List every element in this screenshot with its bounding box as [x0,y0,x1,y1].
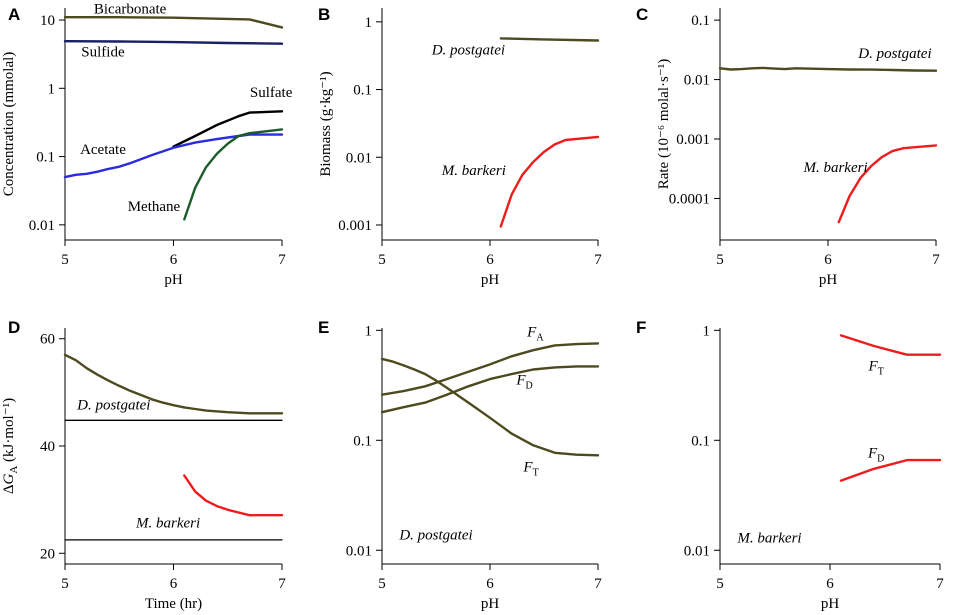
annotation-f-t: FT [522,460,538,479]
panel-e: E 5 6 7 1 0.1 0.01 pH FA FD FT D. postgatei [318,318,602,612]
annotation-f-d: FD [867,445,884,464]
annotation-bicarbonate: Bicarbonate [94,1,167,17]
annotation-m-barkeri: M. barkeri [135,516,200,532]
y-tick-label: 60 [40,332,55,348]
y-tick-label: 20 [40,546,55,562]
series-line-d-postgatei [718,66,938,72]
y-tick-label: 0.01 [346,543,372,559]
panel-letter: E [318,318,329,337]
x-tick-label: 6 [170,252,178,268]
series-line-f-a [380,342,600,396]
y-tick-label: 0.1 [353,83,372,99]
y-tick-label: 0.1 [353,433,372,449]
panel-letter: F [636,318,646,337]
x-axis-title: Time (hr) [145,596,202,612]
x-tick-label: 5 [61,252,69,268]
panel-c: C 5 6 7 0.1 0.01 0.001 0.0001 pH Rate (10⁻⁶ molal… [636,5,940,288]
series-line-f-d [380,365,600,414]
annotation-methane: Methane [128,199,181,215]
panel-letter: C [636,5,648,24]
x-axis-title: pH [821,596,840,612]
x-tick-label: 6 [824,252,832,268]
y-axis-title: ΔGA (kJ·mol⁻¹) [1,398,20,494]
panel-f: F 5 6 7 1 0.1 0.01 pH FT FD M. barkeri [636,318,944,612]
x-tick-label: 5 [378,576,386,592]
annotation-d-postgatei: D. postgatei [398,528,472,544]
series-line-f-t [839,334,942,356]
y-tick-label: 1 [365,15,373,31]
x-tick-label: 7 [932,252,940,268]
series-line-methane [183,128,284,221]
series-line-d-postgatei [63,353,284,415]
annotation-sulfate: Sulfate [250,85,293,101]
series-line-f-d [839,458,942,482]
panel-d: D 5 6 7 60 40 20 Time (hr) ΔGA (kJ·mol⁻¹) D. post… [1,318,286,612]
series-line-m-barkeri [837,144,938,224]
x-tick-label: 7 [594,252,602,268]
x-tick-label: 7 [278,252,286,268]
annotation-sulfide: Sulfide [81,45,125,61]
annotation-m-barkeri: M. barkeri [736,530,801,546]
x-axis-title: pH [819,272,838,288]
x-axis-title: pH [481,596,500,612]
annotation-acetate: Acetate [80,142,126,158]
y-tick-label: 0.01 [684,543,710,559]
panel-letter: B [318,5,330,24]
annotation-d-postgatei: D. postgatei [431,42,505,58]
y-tick-label: 0.01 [29,218,55,234]
y-tick-label: 0.01 [346,150,372,166]
series-line-acetate [63,133,284,179]
y-axis-title: Rate (10⁻⁶ molal·s⁻¹) [656,59,672,190]
series-line-sulfide [63,40,284,45]
panel-letter: A [8,5,20,24]
y-tick-label: 0.001 [676,132,710,148]
y-tick-label: 0.01 [684,73,710,89]
y-tick-label: 0.001 [338,218,372,234]
series-line-sulfate [172,110,284,148]
x-tick-label: 7 [594,576,602,592]
x-tick-label: 7 [936,576,944,592]
series-line-d-postgatei [499,37,600,42]
y-tick-label: 40 [40,439,55,455]
panel-b: B 5 6 7 1 0.1 0.01 0.001 pH Biomass (g·kg⁻¹) D. po… [318,5,602,288]
panel-a: A 5 6 7 10 1 0.1 0.01 pH Concentration (mmolal) Bi… [1,1,293,288]
x-tick-label: 5 [716,252,724,268]
annotation-f-a: FA [526,324,544,343]
y-tick-label: 0.1 [691,13,710,29]
x-tick-label: 6 [486,252,494,268]
x-tick-label: 7 [278,576,286,592]
annotation-d-postgatei: D. postgatei [76,398,150,414]
panel-letter: D [8,318,20,337]
x-tick-label: 5 [378,252,386,268]
y-tick-label: 0.0001 [669,191,710,207]
series-line-f-t [380,357,600,457]
annotation-f-d: FD [515,373,532,392]
annotation-f-t: FT [868,359,884,378]
y-tick-label: 0.1 [36,150,55,166]
y-tick-label: 0.1 [691,433,710,449]
annotation-m-barkeri: M. barkeri [441,163,506,179]
series-line-bicarbonate [63,16,284,29]
x-tick-label: 5 [716,576,724,592]
y-axis-title: Concentration (mmolal) [1,52,17,197]
x-tick-label: 6 [170,576,178,592]
x-axis-title: pH [164,272,183,288]
series-line-m-barkeri [499,135,600,228]
x-tick-label: 6 [826,576,834,592]
x-tick-label: 5 [61,576,69,592]
y-tick-label: 1 [703,323,711,339]
annotation-m-barkeri: M. barkeri [802,160,867,176]
annotation-d-postgatei: D. postgatei [857,46,931,62]
y-tick-label: 1 [48,81,56,97]
y-axis-title: Biomass (g·kg⁻¹) [318,71,334,176]
series-line-m-barkeri [183,474,284,517]
y-tick-label: 10 [40,13,55,29]
x-axis-title: pH [481,272,500,288]
x-tick-label: 6 [486,576,494,592]
y-tick-label: 1 [365,323,373,339]
